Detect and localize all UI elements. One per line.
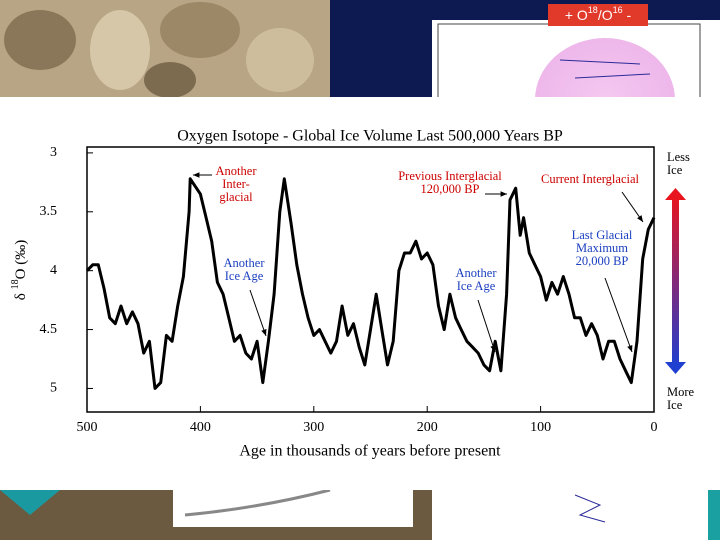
x-tick-label: 500 bbox=[77, 420, 98, 435]
chart-panel bbox=[0, 97, 720, 490]
badge-bg bbox=[548, 4, 648, 26]
annotation-line: Another bbox=[216, 164, 258, 178]
annotation-line: Ice Age bbox=[457, 279, 496, 293]
badge: + O18/O16 - bbox=[565, 5, 632, 22]
annotation: Another Ice Age bbox=[224, 256, 266, 283]
bottom-strip bbox=[0, 488, 720, 540]
arrow-head bbox=[193, 172, 200, 178]
x-tick-label: 400 bbox=[190, 420, 211, 435]
x-tick-label: 200 bbox=[417, 420, 438, 435]
plot-frame bbox=[86, 146, 655, 413]
x-tick-label: 300 bbox=[303, 420, 324, 435]
annotation: Current Interglacial bbox=[541, 172, 640, 186]
x-tick-label: 0 bbox=[651, 420, 658, 435]
annotation: Another Ice Age bbox=[456, 266, 498, 293]
arrow-head bbox=[637, 215, 643, 222]
arrow-head bbox=[261, 329, 267, 336]
x-tick-label: 100 bbox=[530, 420, 551, 435]
y-tick-label: 3.5 bbox=[40, 204, 58, 219]
data-line bbox=[85, 177, 656, 390]
foram-photo bbox=[0, 0, 330, 98]
y-tick-label: 4.5 bbox=[40, 322, 58, 337]
y-axis-label: δ 18O (‰) bbox=[10, 240, 29, 300]
y-tick-label: 3 bbox=[50, 145, 57, 160]
annotation-line: Previous Interglacial bbox=[398, 169, 502, 183]
annotation-line: Inter- bbox=[222, 177, 250, 191]
arrow-head bbox=[490, 345, 496, 352]
annotation: More Ice bbox=[667, 385, 695, 412]
annotation-arrow bbox=[249, 289, 267, 337]
annotation-line: Another bbox=[224, 256, 266, 270]
annotation-line: Another bbox=[456, 266, 498, 280]
annotation-line: glacial bbox=[219, 190, 253, 204]
annotation-line: Less bbox=[667, 150, 690, 164]
annotation-line: Ice bbox=[667, 398, 683, 412]
annotation-arrow bbox=[477, 299, 496, 353]
x-axis-label: Age in thousands of years before present bbox=[239, 443, 501, 460]
down-arrow bbox=[665, 362, 686, 374]
annotation-arrow bbox=[604, 277, 633, 353]
annotation-line: Ice bbox=[667, 163, 683, 177]
annotation-line: 20,000 BP bbox=[576, 254, 629, 268]
up-arrow bbox=[665, 188, 686, 200]
annotation-line: Ice Age bbox=[225, 269, 264, 283]
y-tick-label: 4 bbox=[50, 263, 57, 278]
annotation-line: 120,000 BP bbox=[420, 182, 479, 196]
annotation-line: More bbox=[667, 385, 695, 399]
annotation-line: Maximum bbox=[576, 241, 628, 255]
annotation-line: Current Interglacial bbox=[541, 172, 640, 186]
annotation: Another Inter-glacial bbox=[216, 164, 258, 204]
annotation-line: Last Glacial bbox=[572, 228, 633, 242]
direction-bar bbox=[672, 196, 679, 366]
annotation: Last Glacial Maximum 20,000 BP bbox=[572, 228, 633, 268]
annotation: Less Ice bbox=[667, 150, 690, 177]
annotation: Previous Interglacial 120,000 BP bbox=[398, 169, 502, 196]
y-tick-label: 5 bbox=[50, 381, 57, 396]
arrow-head bbox=[500, 191, 507, 197]
arrow-head bbox=[627, 345, 633, 352]
chart-title: Oxygen Isotope - Global Ice Volume Last … bbox=[177, 128, 563, 145]
